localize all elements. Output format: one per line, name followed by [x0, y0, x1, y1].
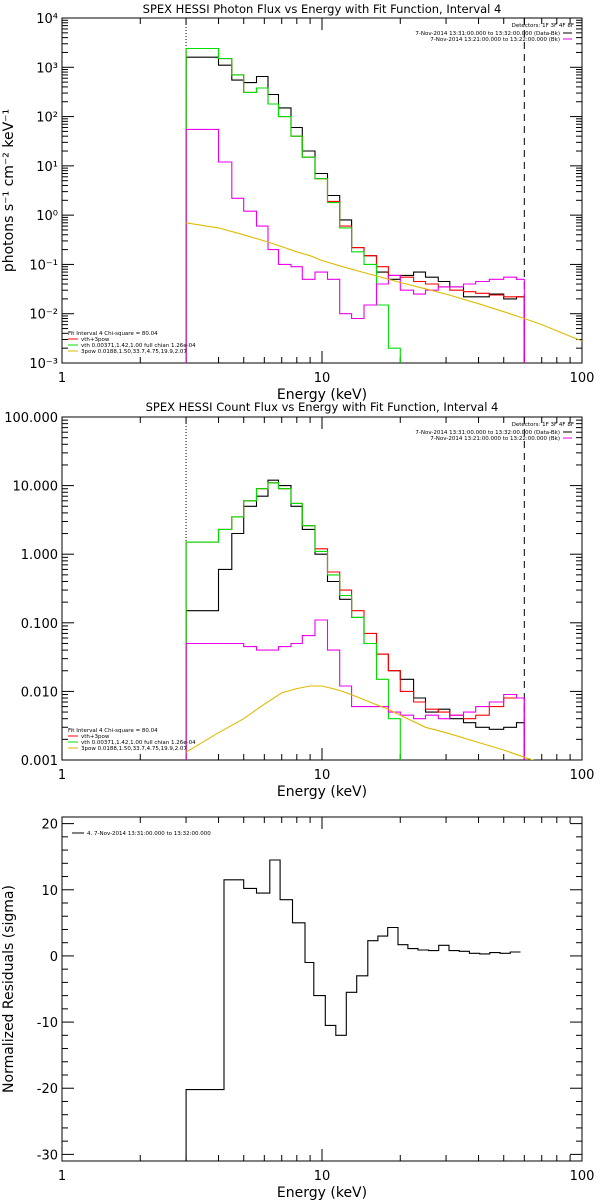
series-line-3 [185, 47, 409, 363]
y-tick-label: 0.010 [21, 685, 58, 700]
series-group [185, 479, 535, 760]
y-tick-label: 10¹ [36, 160, 58, 175]
y-tick-label: -10 [37, 1016, 58, 1031]
series-group [185, 47, 582, 363]
series-line-2 [185, 482, 525, 760]
y-tick-label: 10⁻³ [29, 357, 58, 372]
x-tick-label: 1 [58, 768, 66, 783]
y-tick-label: 10⁴ [36, 12, 58, 27]
legend-fit-entry-3: 3pow 0.0188,1.50,33.7,4.75,19.9,2.07 [81, 746, 187, 752]
y-tick-label: 10 [41, 884, 58, 899]
x-tick-label: 10 [314, 1169, 331, 1184]
y-tick-label: 10³ [36, 61, 58, 76]
y-axis-label: Normalized Residuals (sigma) [1, 885, 17, 1093]
y-tick-label: 0.100 [21, 617, 58, 632]
y-tick-label: 100.000 [4, 411, 58, 426]
y-tick-label: -20 [37, 1082, 58, 1097]
legend-entry-2: 7-Nov-2014 13:21:00.000 to 13:22:00.000 … [430, 37, 560, 43]
legend-fit-info: Fit Interval 4 Chi-square = 80.04 [68, 728, 158, 734]
legend-fit-info: Fit Interval 4 Chi-square = 80.04 [68, 331, 158, 337]
legend-entry-1: 7-Nov-2014 13:31:00.000 to 13:32:00.000 … [415, 430, 560, 436]
y-tick-label: 0 [50, 950, 58, 965]
x-tick-label: 10 [314, 768, 331, 783]
series-line-5 [185, 685, 535, 760]
series-line-1 [185, 56, 525, 363]
series-line-5 [186, 222, 582, 342]
series-line-3 [185, 482, 415, 760]
series-line-2 [185, 47, 525, 363]
legend-fit-entry-1: vth+3pow [81, 734, 110, 740]
legend-entry-1: 7-Nov-2014 13:31:00.000 to 13:32:00.000 … [415, 31, 560, 37]
legend-entry-2: 7-Nov-2014 13:21:00.000 to 13:22:00.000 … [430, 436, 560, 442]
series-line-1 [185, 859, 521, 1161]
chart-title: SPEX HESSI Count Flux vs Energy with Fit… [146, 400, 499, 414]
y-tick-label: 10⁻¹ [29, 258, 58, 273]
legend-detectors: Detectors: 1F 3F 4F 8F [512, 422, 574, 428]
y-tick-label: -30 [37, 1148, 58, 1163]
axes-frame [61, 416, 583, 761]
legend-detectors: Detectors: 1F 3F 4F 8F [512, 23, 574, 29]
chart-panel-3: 1 10 100 Energy (keV) -30 -20 -10 0 10 20 Normaliz… [1, 816, 595, 1200]
y-tick-label: 1.000 [21, 548, 58, 563]
x-axis-label: Energy (keV) [277, 387, 367, 403]
series-line-4 [185, 128, 525, 363]
y-tick-label: 10² [36, 111, 58, 126]
y-tick-label: 10⁰ [36, 209, 58, 224]
chart-panel-2: SPEX HESSI Count Flux vs Energy with Fit… [4, 400, 594, 800]
y-tick-label: 10.000 [13, 480, 59, 495]
legend-fit-entry-2: vth 0.00371,1.42,1.00 full chian 1.26e-0… [81, 343, 196, 349]
chart-panel-1: SPEX HESSI Photon Flux vs Energy with Fi… [1, 2, 594, 403]
y-tick-label: 10⁻² [29, 308, 58, 323]
x-tick-label: 1 [58, 1169, 66, 1184]
series-line-1 [185, 479, 525, 760]
y-axis-label: photons s⁻¹ cm⁻² keV⁻¹ [1, 109, 17, 272]
x-tick-label: 100 [570, 768, 595, 783]
y-tick-label: 0.001 [21, 754, 58, 769]
x-tick-label: 1 [58, 371, 66, 386]
x-tick-label: 10 [314, 371, 331, 386]
legend-fit-entry-2: vth 0.00371,1.42,1.00 full chian 1.26e-0… [81, 740, 196, 746]
legend-fit-entry-3: 3pow 0.0188,1.50,33.7,4.75,19.9,2.07 [81, 349, 187, 355]
legend-fit-entry-1: vth+3pow [81, 337, 110, 343]
y-tick-label: 20 [41, 818, 58, 833]
legend-entry: 4. 7-Nov-2014 13:31:00.000 to 13:32:00.0… [87, 831, 211, 837]
series-group [185, 859, 521, 1161]
axes-frame [61, 816, 583, 1162]
x-axis-label: Energy (keV) [277, 1185, 367, 1200]
x-tick-label: 100 [570, 371, 595, 386]
x-tick-label: 100 [570, 1169, 595, 1184]
series-line-4 [185, 619, 525, 760]
chart-title: SPEX HESSI Photon Flux vs Energy with Fi… [143, 2, 502, 16]
x-axis-label: Energy (keV) [277, 784, 367, 800]
